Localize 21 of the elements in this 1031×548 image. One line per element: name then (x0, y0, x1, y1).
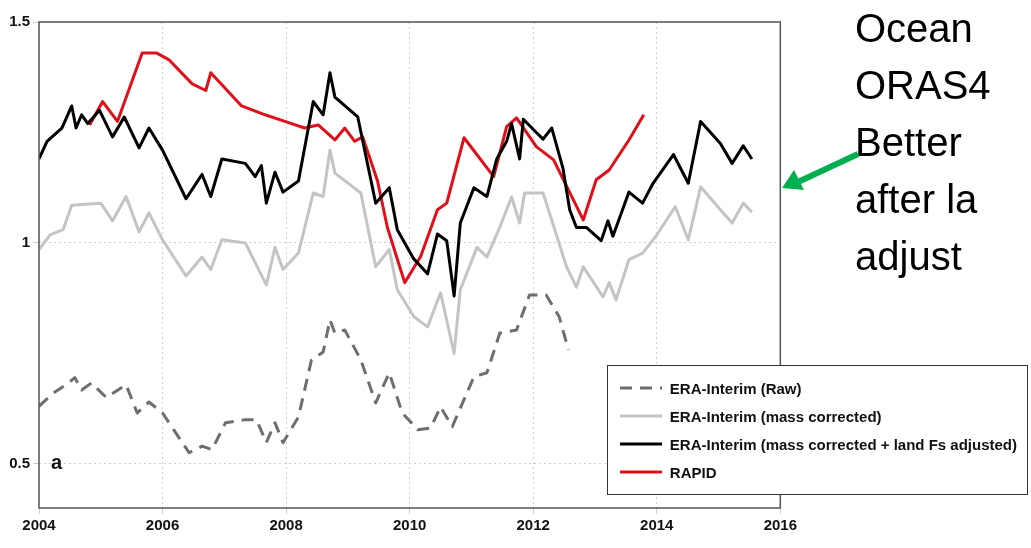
legend-label: ERA-Interim (mass corrected + land Fs adjusted) (669, 435, 1017, 453)
text: Better (855, 119, 963, 166)
legend-label: ERA-Interim (mass corrected) (669, 407, 882, 425)
y-tick-label: 0.5 (9, 453, 30, 471)
line-series (39, 293, 570, 455)
legend-label: ERA-Interim (Raw) (669, 379, 802, 397)
x-tick-label: 2016 (763, 516, 797, 534)
x-tick-label: 2004 (22, 516, 57, 534)
text: Ocean (855, 5, 974, 52)
x-tick-label: 2014 (640, 516, 675, 534)
legend-label: RAPID (669, 463, 717, 481)
x-tick-label: 2006 (145, 516, 180, 534)
x-tick-label: 2010 (392, 516, 427, 534)
annotation: a (51, 451, 63, 474)
y-tick-label: 1 (21, 233, 30, 251)
x-tick-label: 2012 (516, 516, 550, 534)
text: adjust (855, 233, 963, 280)
y-tick-label: 1.5 (9, 12, 30, 30)
x-tick-label: 2008 (269, 516, 303, 534)
text: ORAS4 (855, 62, 991, 109)
text: after la (855, 176, 979, 223)
